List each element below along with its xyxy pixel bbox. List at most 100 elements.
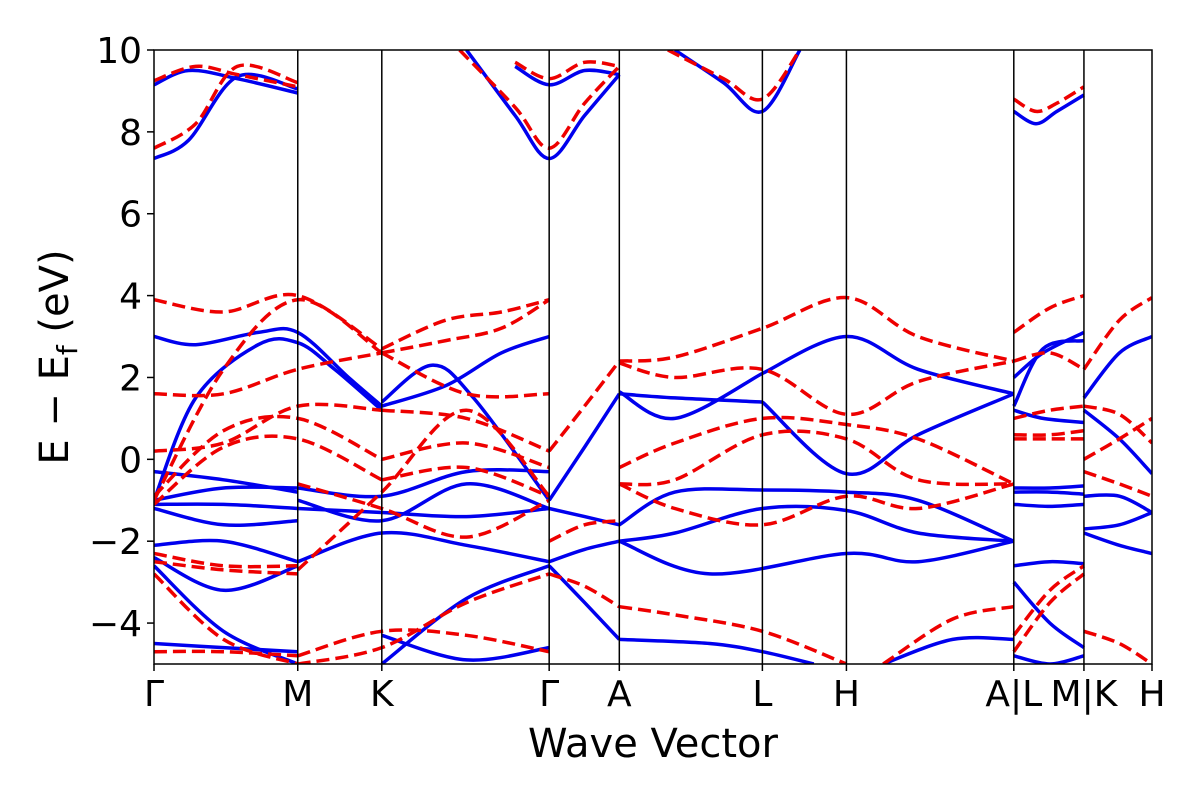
band-line-solid-25	[297, 482, 550, 523]
x-tick-label-5: L	[752, 674, 772, 715]
band-line-solid-8	[381, 334, 550, 408]
band-line-solid-10	[547, 392, 621, 502]
x-tick-label-6: H	[833, 674, 860, 715]
band-line-dashed-98	[1083, 629, 1152, 664]
y-axis-label: E − E	[32, 355, 78, 465]
band-line-dashed-88	[548, 518, 620, 543]
band-line-solid-49	[882, 635, 1014, 664]
band-line-dashed-51	[154, 64, 299, 89]
band-line-dashed-62	[154, 434, 383, 506]
band-line-dashed-94	[297, 572, 550, 664]
band-line-solid-26	[297, 506, 550, 519]
band-line-solid-30	[1013, 484, 1085, 490]
y-axis-ticks: −4 −2 0 2 4 6 8 10	[89, 31, 154, 645]
y-axis-label-subscript: f	[51, 344, 84, 355]
band-line-solid-21	[154, 485, 298, 503]
band-line-dashed-77	[1013, 404, 1085, 421]
band-line-solid-12	[619, 392, 763, 404]
kpoint-separators	[297, 50, 1085, 664]
band-line-dashed-92	[154, 572, 299, 664]
band-line-solid-6	[154, 326, 383, 408]
band-line-dashed-81	[1083, 404, 1152, 445]
band-line-dashed-93	[297, 628, 550, 658]
band-line-dashed-75	[1012, 293, 1085, 334]
band-line-solid-39	[548, 539, 620, 564]
band-line-solid-42	[1012, 580, 1085, 650]
band-line-dashed-68	[381, 465, 550, 498]
y-tick-label-7: 10	[96, 31, 142, 72]
band-line-solid-7	[154, 336, 383, 501]
band-line-dashed-58	[154, 297, 383, 502]
band-line-solid-36	[154, 538, 299, 564]
x-axis-label: Wave Vector	[528, 721, 779, 767]
x-tick-label-4: A	[607, 674, 632, 715]
band-line-dashed-59	[154, 351, 383, 398]
band-line-dashed-91	[154, 649, 298, 658]
band-line-solid-19	[1082, 408, 1152, 475]
band-line-solid-41	[1013, 559, 1085, 568]
band-line-solid-16	[1012, 338, 1085, 407]
band-line-dashed-97	[882, 604, 1015, 664]
x-tick-label-0: Γ	[144, 674, 164, 715]
band-line-solid-40	[618, 539, 1015, 576]
y-tick-label-3: 2	[119, 358, 142, 399]
svg-text:E − Ef (eV): E − Ef (eV)	[32, 249, 84, 464]
x-tick-label-3: Γ	[539, 674, 559, 715]
band-line-dashed-71	[618, 359, 1015, 417]
band-line-solid-9	[380, 363, 551, 502]
band-line-dashed-72	[618, 415, 1015, 486]
band-lines	[154, 50, 1152, 664]
band-line-dashed-66	[381, 408, 550, 453]
band-line-dashed-53	[458, 50, 621, 150]
y-axis-label-group: E − Ef (eV)	[32, 249, 84, 464]
band-line-solid-35	[1083, 531, 1152, 556]
band-line-solid-45	[380, 564, 550, 664]
y-tick-label-6: 8	[119, 113, 142, 154]
y-axis-label-unit: (eV)	[32, 249, 78, 332]
band-line-solid-27	[548, 506, 620, 527]
band-line-solid-46	[381, 633, 550, 662]
band-line-solid-3	[514, 64, 620, 87]
band-line-solid-48	[619, 637, 815, 664]
band-line-solid-29	[619, 504, 1014, 543]
band-line-solid-4	[673, 50, 802, 114]
band-line-solid-22	[154, 502, 298, 511]
x-tick-label-8: M|K	[1051, 674, 1119, 715]
band-line-dashed-54	[514, 60, 620, 81]
band-line-dashed-57	[154, 292, 383, 351]
band-line-dashed-82	[1083, 416, 1152, 461]
band-line-solid-1	[154, 72, 299, 161]
band-line-solid-5	[1012, 93, 1085, 126]
band-line-solid-38	[297, 530, 550, 564]
band-line-solid-23	[154, 506, 298, 527]
band-line-dashed-70	[619, 295, 1015, 363]
band-line-dashed-84	[154, 559, 298, 576]
band-line-dashed-65	[381, 351, 550, 399]
band-line-solid-44	[154, 641, 298, 654]
y-tick-label-4: 4	[119, 277, 142, 318]
band-line-solid-37	[154, 556, 299, 593]
band-line-solid-18	[1082, 334, 1152, 399]
band-line-solid-43	[154, 564, 299, 664]
band-line-solid-47	[547, 564, 621, 641]
band-line-solid-31	[1013, 490, 1084, 496]
plot-frame	[153, 49, 1153, 665]
band-line-dashed-87	[297, 482, 550, 539]
band-line-solid-34	[1083, 510, 1152, 531]
x-tick-label-1: M	[282, 674, 313, 715]
band-line-solid-15	[1012, 330, 1085, 379]
band-line-dashed-55	[667, 50, 802, 102]
y-tick-label-2: 0	[119, 440, 142, 481]
band-line-solid-24	[297, 468, 550, 499]
y-tick-label-1: −2	[89, 522, 142, 563]
band-line-solid-11	[618, 371, 764, 421]
band-line-solid-32	[1013, 502, 1084, 509]
band-line-solid-17	[1013, 408, 1085, 425]
band-line-dashed-56	[1012, 85, 1085, 114]
band-line-dashed-67	[381, 441, 550, 470]
x-tick-label-7: A|L	[985, 674, 1042, 715]
band-line-dashed-64	[381, 298, 551, 355]
y-tick-label-5: 6	[119, 195, 142, 236]
band-line-solid-33	[1083, 493, 1152, 515]
